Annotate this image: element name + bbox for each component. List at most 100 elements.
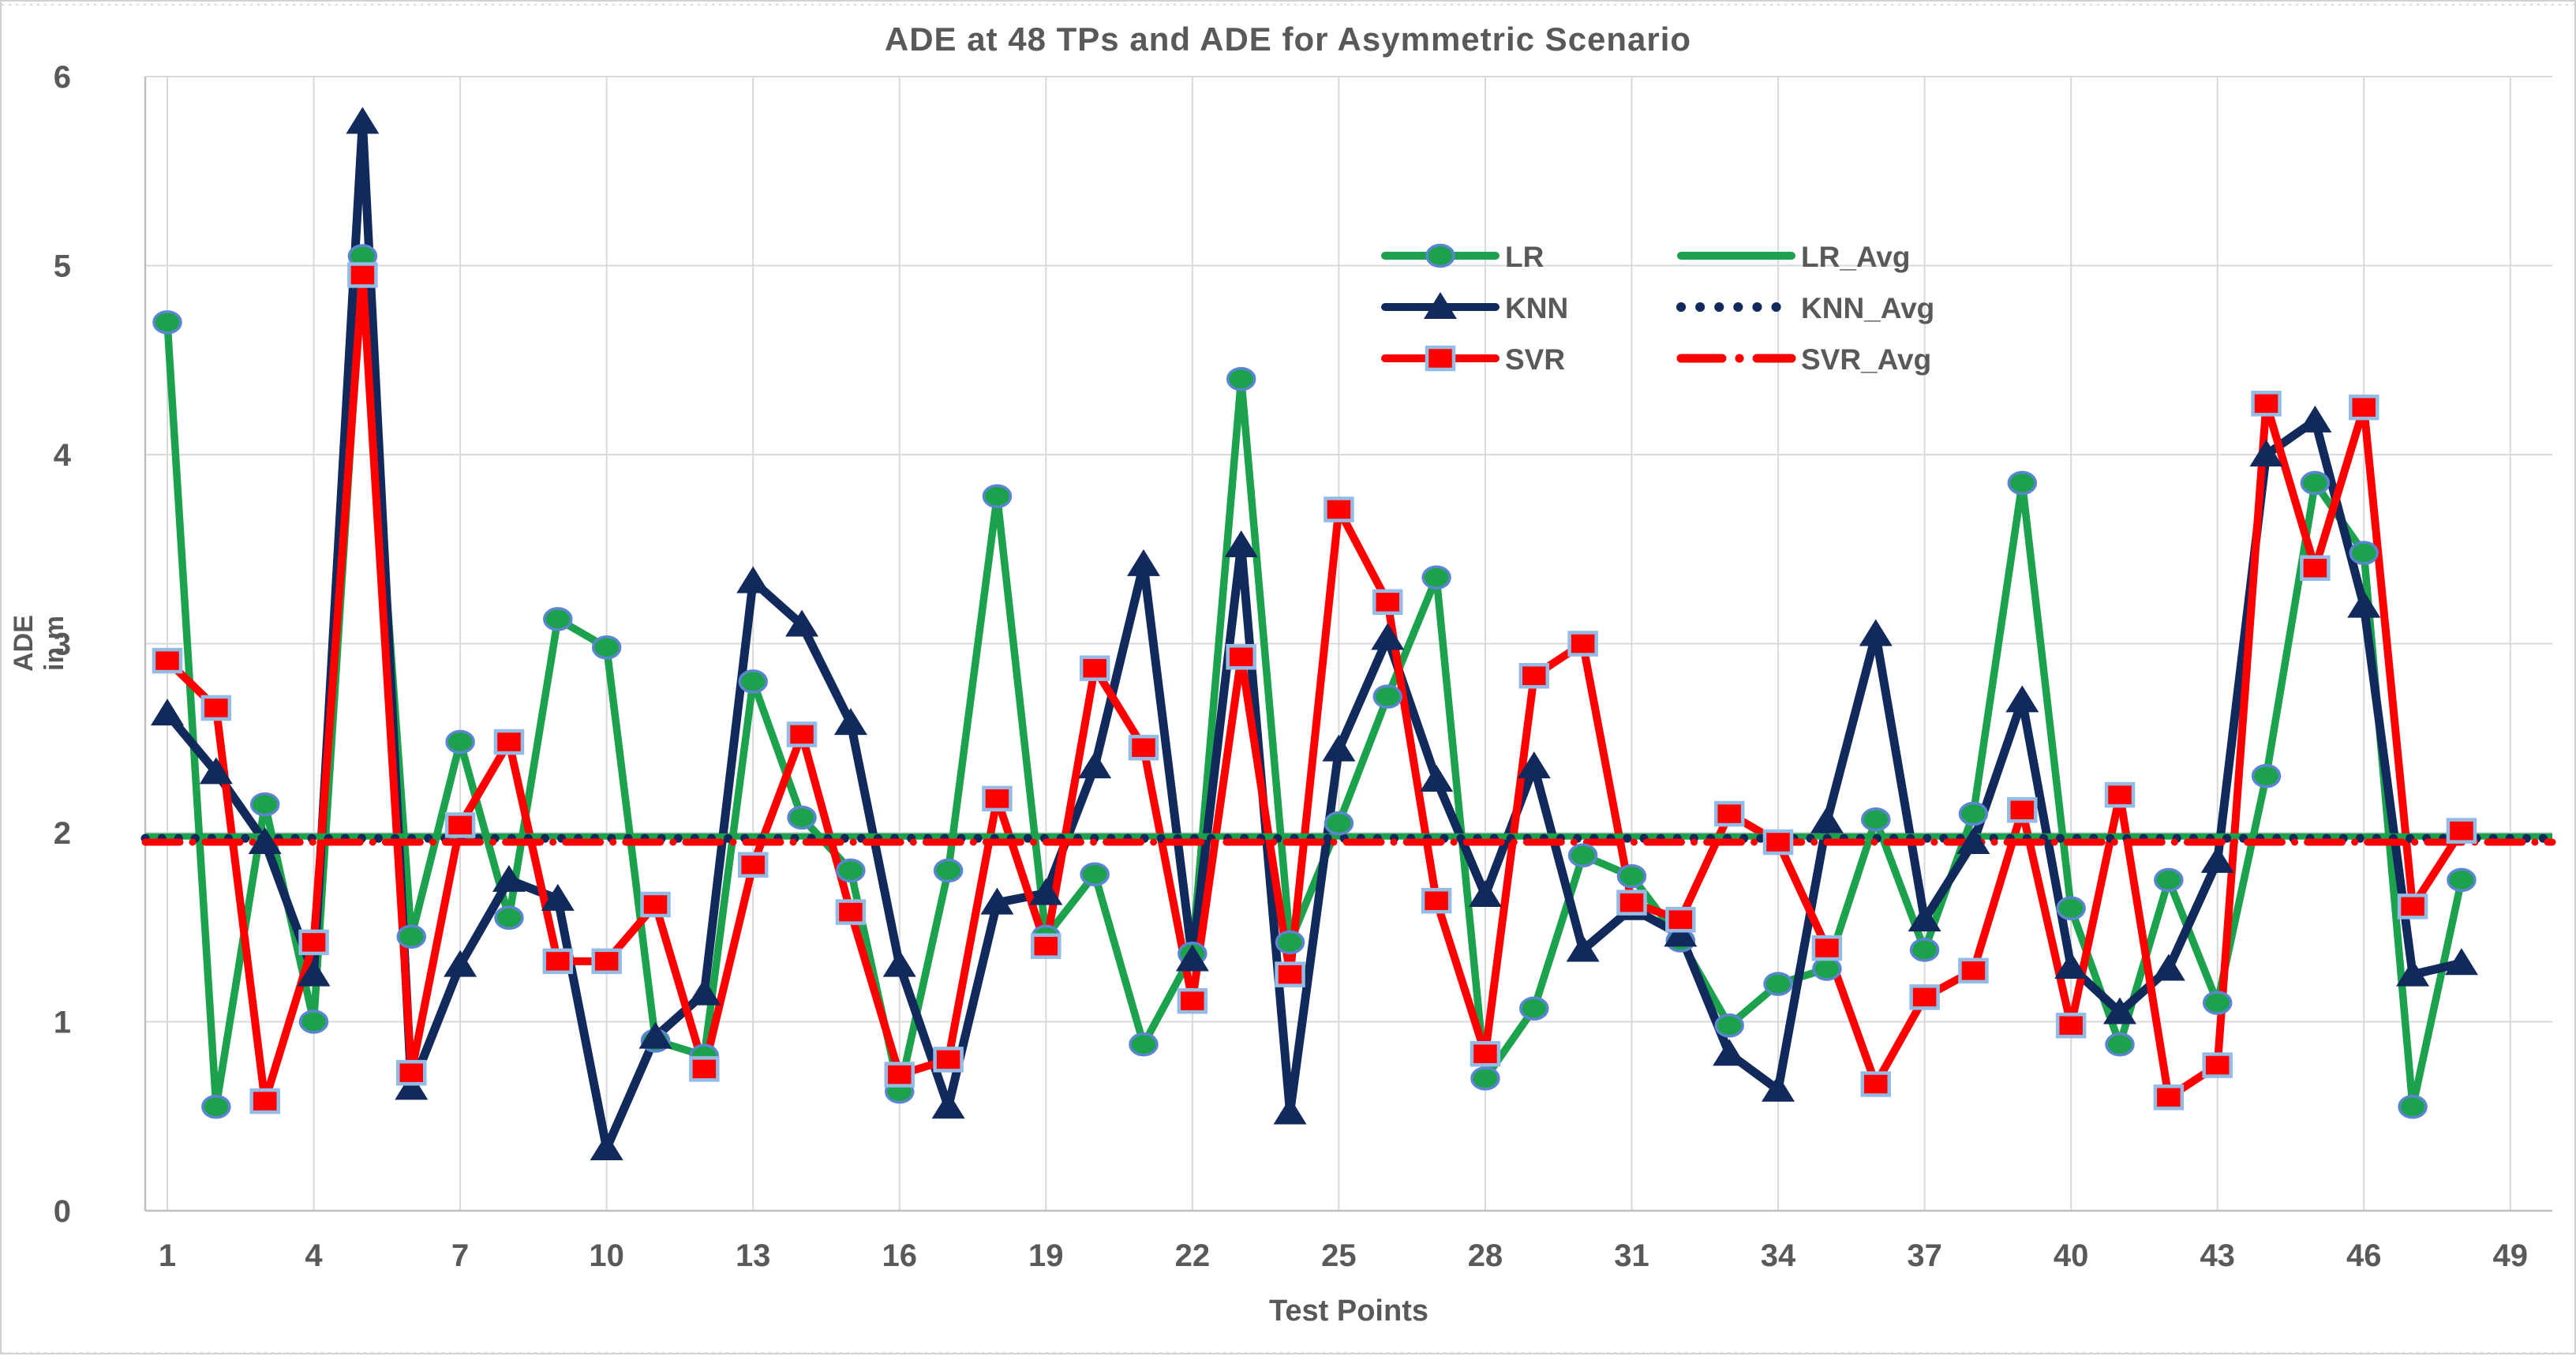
series-markers-svr xyxy=(152,262,2477,1114)
lr-point-31 xyxy=(1616,863,1647,889)
svr-point-42 xyxy=(2153,1084,2185,1111)
lr-point-35 xyxy=(1812,957,1842,981)
svr-point-8 xyxy=(493,729,525,755)
knn-point-12 xyxy=(687,978,721,1006)
lr-point-13 xyxy=(738,669,768,694)
legend-label-lr_avg: LR_Avg xyxy=(1801,241,1910,273)
knn-point-27 xyxy=(1420,764,1454,792)
series-line-svr xyxy=(163,271,2466,1106)
svr-point-35 xyxy=(1811,935,1843,961)
x-tick-40: 40 xyxy=(2054,1238,2089,1273)
y-tick-labels: 0 1 2 3 4 5 6 xyxy=(54,60,72,1229)
svr-point-33 xyxy=(1713,800,1745,827)
y-tick-3: 3 xyxy=(54,627,71,662)
x-tick-1: 1 xyxy=(159,1238,176,1273)
svr-point-31 xyxy=(1616,890,1647,916)
lr-point-15 xyxy=(836,858,866,883)
lr-point-7 xyxy=(445,729,475,755)
x-tick-19: 19 xyxy=(1028,1238,1064,1273)
x-axis-title: Test Points xyxy=(1269,1294,1428,1328)
svr-point-37 xyxy=(1909,984,1940,1010)
svr-point-3 xyxy=(249,1088,280,1114)
knn-point-25 xyxy=(1322,734,1356,762)
y-tick-5: 5 xyxy=(54,249,71,284)
knn-point-41 xyxy=(2103,997,2136,1024)
knn-point-23 xyxy=(1224,530,1258,557)
lr-point-37 xyxy=(1909,938,1940,962)
lr-point-4 xyxy=(298,1010,329,1034)
svr-point-21 xyxy=(1128,734,1159,761)
svr-point-14 xyxy=(786,721,818,747)
lr-point-40 xyxy=(2056,896,2086,921)
lr-point-45 xyxy=(2300,470,2331,496)
legend-label-knn_avg: KNN_Avg xyxy=(1801,292,1934,324)
knn-point-48 xyxy=(2444,948,2478,976)
lr-point-29 xyxy=(1519,996,1549,1021)
svr-point-10 xyxy=(591,948,622,975)
lr-point-47 xyxy=(2398,1095,2428,1119)
knn-point-17 xyxy=(931,1092,965,1119)
svr-point-11 xyxy=(640,891,671,918)
x-tick-49: 49 xyxy=(2493,1238,2529,1273)
legend-label-svr: SVR xyxy=(1505,343,1565,376)
lr-point-28 xyxy=(1470,1066,1500,1091)
svr-point-38 xyxy=(1958,957,1989,984)
knn-point-39 xyxy=(2005,685,2039,713)
series-markers-lr xyxy=(152,244,2477,1119)
svr-point-47 xyxy=(2397,893,2428,920)
lr-point-17 xyxy=(933,858,964,883)
lr-point-20 xyxy=(1080,862,1110,886)
svr-point-39 xyxy=(2007,797,2038,823)
knn-point-30 xyxy=(1566,935,1600,962)
series-line-knn xyxy=(163,117,2466,1153)
x-tick-labels: 1 4 7 10 13 16 19 22 25 28 31 34 37 40 43 46 49 xyxy=(159,1238,2528,1273)
series-markers-knn xyxy=(151,107,2478,1160)
lr-point-2 xyxy=(201,1095,231,1119)
x-tick-4: 4 xyxy=(305,1238,323,1273)
x-tick-25: 25 xyxy=(1321,1238,1357,1273)
svr-point-22 xyxy=(1177,987,1208,1014)
knn-point-2 xyxy=(199,757,233,785)
knn-point-45 xyxy=(2298,405,2332,433)
svr-point-13 xyxy=(737,852,769,878)
knn-point-26 xyxy=(1371,623,1405,650)
lr-point-34 xyxy=(1763,972,1793,996)
svr-point-4 xyxy=(298,929,329,956)
svr-point-16 xyxy=(884,1062,915,1088)
svr-point-6 xyxy=(396,1059,427,1086)
legend-row-knn: KNN KNN_Avg xyxy=(1381,292,1934,324)
svr-point-46 xyxy=(2349,394,2379,421)
lr-point-44 xyxy=(2251,763,2282,789)
svr-point-15 xyxy=(835,899,867,925)
svr-point-18 xyxy=(982,785,1013,812)
lr-point-33 xyxy=(1714,1013,1744,1038)
x-tick-37: 37 xyxy=(1907,1238,1942,1273)
svr-point-26 xyxy=(1372,589,1403,616)
lr-point-1 xyxy=(152,310,182,335)
lr-point-21 xyxy=(1129,1032,1159,1057)
lr-point-48 xyxy=(2447,867,2477,893)
svr-point-48 xyxy=(2446,818,2477,844)
knn-point-18 xyxy=(980,887,1014,915)
knn-point-37 xyxy=(1908,905,1941,932)
lr-point-43 xyxy=(2202,991,2233,1015)
svr-point-30 xyxy=(1567,631,1598,657)
x-tick-16: 16 xyxy=(882,1238,918,1273)
y-tick-0: 0 xyxy=(54,1194,71,1229)
knn-point-46 xyxy=(2347,590,2381,618)
knn-point-1 xyxy=(151,699,184,726)
svr-point-43 xyxy=(2202,1052,2233,1078)
svr-point-41 xyxy=(2104,781,2136,808)
lr-point-8 xyxy=(494,905,524,931)
lr-point-18 xyxy=(982,484,1013,508)
svr-point-36 xyxy=(1860,1071,1891,1097)
svr-point-27 xyxy=(1421,887,1452,914)
x-tick-46: 46 xyxy=(2346,1238,2382,1273)
legend-label-knn: KNN xyxy=(1505,292,1568,324)
knn-point-9 xyxy=(541,883,575,911)
knn-point-21 xyxy=(1127,549,1160,576)
x-tick-10: 10 xyxy=(589,1238,624,1273)
svr-point-32 xyxy=(1665,906,1696,933)
knn-point-5 xyxy=(346,107,380,134)
